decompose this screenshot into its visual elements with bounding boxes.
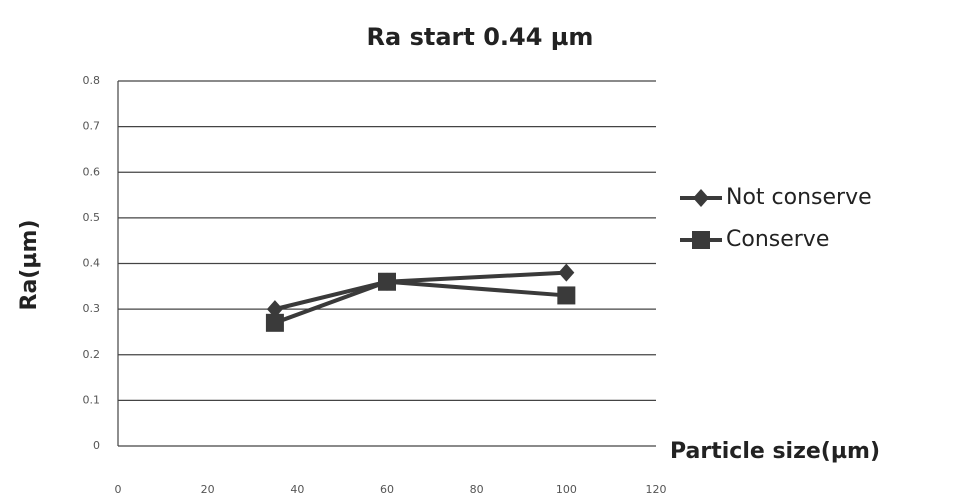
series-line	[274, 279, 567, 325]
chart-title: Ra start 0.44 µm	[367, 23, 594, 51]
marker	[266, 300, 283, 319]
x-tick-label: 40	[290, 483, 304, 496]
x-tick-label: 80	[470, 483, 484, 496]
y-tick-label: 0.3	[83, 302, 101, 315]
legend-label: Not conserve	[726, 185, 872, 210]
y-tick-label: 0.5	[83, 211, 101, 224]
x-tick-label: 100	[556, 483, 577, 496]
y-tick-label: 0.6	[83, 165, 101, 178]
legend-marker	[692, 231, 710, 249]
y-tick-label: 0	[93, 439, 100, 452]
y-tick-label: 0.4	[83, 257, 101, 270]
y-tick-label: 0.1	[83, 393, 101, 406]
marker	[557, 286, 576, 305]
marker	[558, 263, 575, 282]
legend-marker	[693, 189, 709, 207]
y-tick-label: 0.7	[83, 120, 101, 133]
marker	[378, 272, 396, 291]
y-axis-label: Ra(µm)	[17, 219, 42, 310]
y-tick-label: 0.2	[83, 348, 101, 361]
x-tick-label: 20	[201, 483, 215, 496]
marker	[265, 313, 284, 332]
y-tick-label: 0.8	[83, 74, 101, 87]
x-tick-label: 0	[115, 483, 122, 496]
x-tick-label: 60	[380, 483, 394, 496]
x-axis-label: Particle size(µm)	[670, 439, 880, 464]
x-tick-label: 120	[646, 483, 667, 496]
legend-label: Conserve	[726, 227, 829, 252]
